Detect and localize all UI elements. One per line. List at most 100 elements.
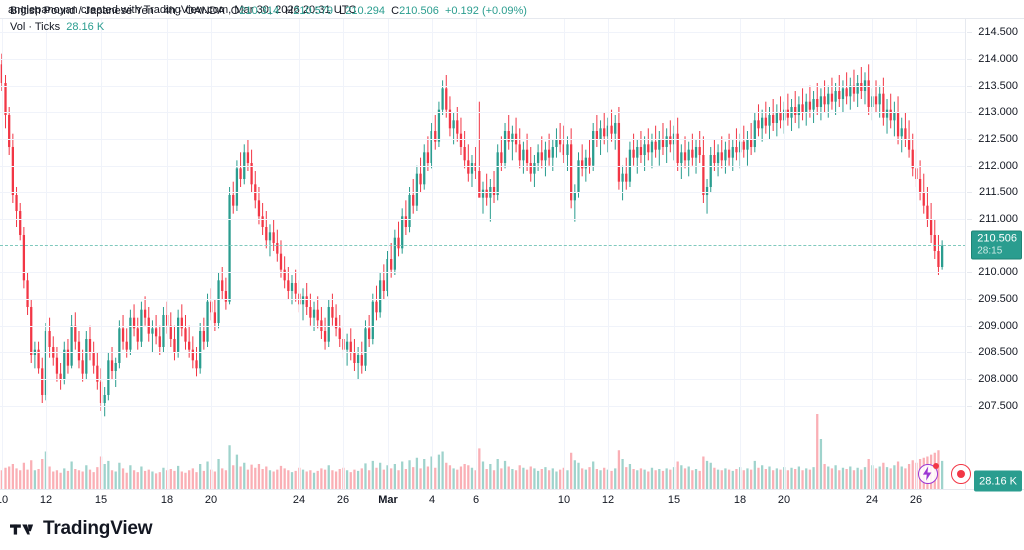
candle-wick [735, 128, 737, 161]
volume-bar [63, 468, 66, 489]
volume-value-tag[interactable]: 28.16 K [974, 470, 1022, 492]
candle-body [268, 232, 272, 241]
volume-bar [412, 467, 415, 489]
current-price-line [0, 245, 965, 247]
candle-body [603, 128, 606, 137]
volume-bar [500, 468, 503, 489]
candle-body [114, 363, 117, 371]
price-axis-tick [967, 299, 972, 300]
candle-body [228, 195, 231, 302]
time-axis-label: 18 [733, 494, 747, 506]
candle-body [338, 328, 341, 339]
price-axis-tick [967, 325, 972, 327]
attribution-text: angiepanoyan created with TradingView.co… [8, 4, 357, 16]
price-axis-tick [967, 352, 972, 354]
gridline-horizontal [0, 59, 965, 60]
candle-body [415, 173, 419, 206]
volume-bar [37, 469, 40, 489]
candle-body [779, 112, 782, 121]
candle-body [195, 360, 198, 369]
gridline-horizontal [0, 112, 965, 114]
candle-body [85, 339, 88, 374]
candle-body [221, 280, 224, 291]
lightning-bolt-icon [922, 466, 932, 481]
candle-body [731, 147, 734, 158]
price-axis-label: 212.500 [978, 133, 1018, 145]
candle-body [867, 80, 870, 107]
candle-body [841, 88, 845, 99]
candle-body [96, 365, 99, 382]
candle-body [0, 64, 3, 83]
candle-body [775, 112, 778, 123]
candle-body [81, 360, 84, 374]
candle-body [518, 144, 521, 161]
candle-body [900, 128, 903, 137]
record-circle-icon [957, 470, 965, 478]
price-axis-label: 212.000 [978, 159, 1018, 172]
gridline-vertical [343, 19, 344, 489]
candle-body [162, 315, 165, 347]
volume-bar [445, 462, 448, 489]
volume-bar [70, 461, 73, 489]
volume-bar [52, 471, 55, 489]
candle-body [625, 173, 628, 182]
lightning-button[interactable] [918, 463, 939, 484]
candle-body [507, 131, 510, 142]
candle-body [30, 307, 33, 355]
candle-body [22, 235, 26, 281]
volume-bar [379, 462, 382, 489]
candle-body [188, 341, 191, 350]
volume-bar [206, 461, 209, 489]
candle-body [448, 109, 452, 129]
candle-body [74, 325, 77, 342]
candle-body [940, 245, 944, 267]
volume-bar [423, 459, 426, 489]
candle-body [423, 152, 426, 185]
volume-bar [540, 469, 543, 489]
volume-bar [643, 469, 646, 489]
volume-bar [683, 468, 687, 489]
candle-body [860, 83, 863, 91]
price-axis-tick [967, 272, 972, 274]
candle-body [819, 96, 823, 107]
volume-bar [570, 452, 573, 489]
candle-body [390, 259, 393, 270]
volume-bar [107, 460, 110, 489]
candle-body [937, 251, 940, 267]
candle-body [926, 205, 929, 219]
time-axis-label: 10 [0, 494, 9, 506]
price-axis-label: 211.500 [979, 186, 1018, 199]
volume-bar [199, 464, 202, 489]
candle-body [669, 136, 672, 145]
volume-bar [195, 472, 198, 489]
candle-body [823, 96, 826, 105]
volume-bar [217, 459, 220, 489]
candle-body [772, 115, 775, 123]
candle-body [907, 139, 911, 150]
volume-bar [555, 471, 558, 489]
volume-bar [66, 470, 70, 489]
price-axis[interactable]: 214.500 214.000 213.500 213.000 212.500 212.0… [966, 19, 1024, 492]
candle-body [885, 109, 889, 118]
candle-body [459, 133, 463, 147]
candle-body [426, 152, 430, 163]
candle-body [434, 131, 437, 142]
volume-bar [294, 470, 297, 489]
volume-bar [301, 469, 305, 489]
candle-body [121, 328, 125, 342]
time-axis-label: 24 [865, 494, 879, 506]
candle-body [158, 336, 161, 347]
price-axis-tick [967, 85, 972, 87]
chart-plot-area[interactable] [0, 19, 966, 489]
volume-bar [797, 466, 801, 489]
candle-body [632, 149, 635, 158]
time-axis[interactable]: 10 12 15 18 20 24 26 Mar 4 6 10 12 15 18 20 24 26 [0, 489, 1024, 511]
candle-body [92, 352, 95, 366]
volume-bar [173, 470, 176, 489]
candle-body [827, 93, 830, 105]
candle-body [735, 147, 738, 153]
current-price-tag[interactable]: 210.506 28:15 [971, 230, 1022, 260]
candle-body [636, 147, 639, 158]
record-button[interactable] [951, 464, 971, 484]
